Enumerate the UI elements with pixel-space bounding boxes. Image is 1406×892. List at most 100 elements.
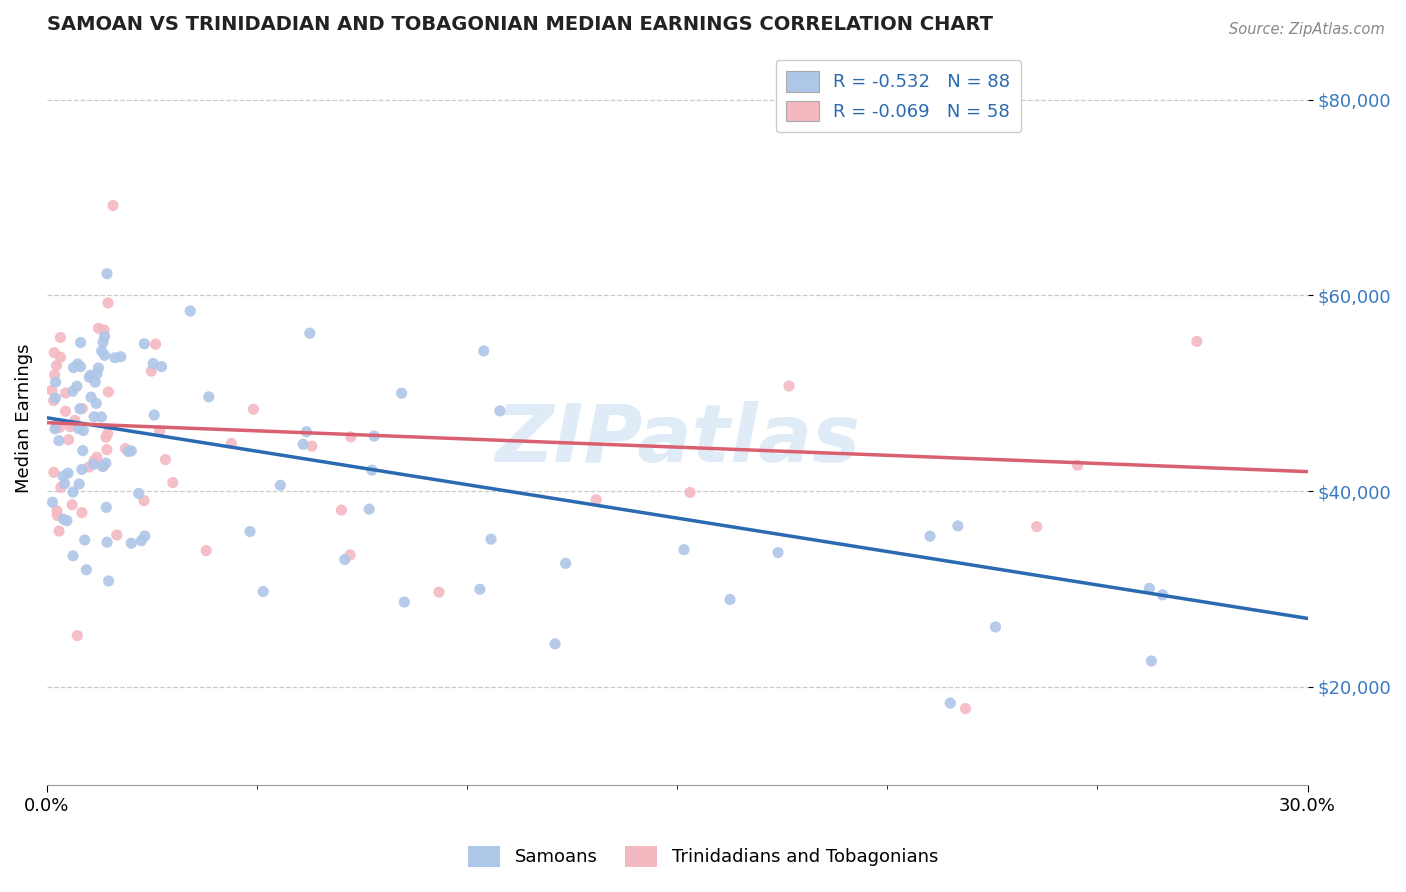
- Point: [66, 629, 89, 643]
- Point: [269, 478, 291, 492]
- Point: [69, 359, 91, 374]
- Point: [58, 433, 80, 447]
- Y-axis label: Median Earnings: Median Earnings: [15, 343, 32, 492]
- Point: [53, 476, 76, 491]
- Point: [45, 359, 67, 373]
- Point: [339, 548, 361, 562]
- Point: [150, 359, 173, 374]
- Point: [96, 267, 118, 281]
- Point: [67, 421, 90, 435]
- Point: [45, 418, 67, 433]
- Point: [70, 506, 93, 520]
- Point: [52, 469, 75, 483]
- Point: [330, 503, 353, 517]
- Point: [59, 419, 82, 434]
- Point: [359, 502, 381, 516]
- Point: [114, 442, 136, 456]
- Point: [1152, 588, 1174, 602]
- Point: [44, 345, 66, 359]
- Point: [83, 409, 105, 424]
- Point: [62, 549, 84, 563]
- Legend: R = -0.532   N = 88, R = -0.069   N = 58: R = -0.532 N = 88, R = -0.069 N = 58: [776, 60, 1021, 132]
- Point: [120, 536, 142, 550]
- Point: [252, 584, 274, 599]
- Point: [66, 357, 89, 371]
- Point: [333, 552, 356, 566]
- Point: [94, 456, 117, 470]
- Point: [72, 424, 94, 438]
- Point: [128, 486, 150, 500]
- Point: [62, 384, 84, 399]
- Point: [49, 480, 72, 494]
- Point: [105, 528, 128, 542]
- Point: [292, 437, 315, 451]
- Point: [946, 519, 969, 533]
- Point: [90, 409, 112, 424]
- Point: [120, 443, 142, 458]
- Point: [62, 360, 84, 375]
- Point: [86, 450, 108, 465]
- Point: [63, 413, 86, 427]
- Point: [104, 351, 127, 365]
- Point: [55, 386, 77, 401]
- Point: [134, 529, 156, 543]
- Point: [79, 370, 101, 384]
- Point: [472, 343, 495, 358]
- Point: [134, 336, 156, 351]
- Point: [117, 444, 139, 458]
- Point: [46, 508, 69, 523]
- Point: [87, 321, 110, 335]
- Point: [41, 495, 63, 509]
- Point: [49, 351, 72, 365]
- Point: [1137, 582, 1160, 596]
- Point: [49, 330, 72, 344]
- Point: [93, 323, 115, 337]
- Point: [69, 335, 91, 350]
- Point: [91, 335, 114, 350]
- Point: [1025, 519, 1047, 533]
- Point: [544, 637, 567, 651]
- Point: [83, 453, 105, 467]
- Point: [96, 500, 118, 515]
- Text: Source: ZipAtlas.com: Source: ZipAtlas.com: [1229, 22, 1385, 37]
- Point: [195, 543, 218, 558]
- Point: [97, 426, 120, 441]
- Point: [394, 595, 416, 609]
- Point: [84, 396, 107, 410]
- Point: [56, 466, 79, 480]
- Point: [1066, 458, 1088, 473]
- Point: [45, 504, 67, 518]
- Point: [97, 574, 120, 588]
- Point: [93, 329, 115, 343]
- Point: [155, 452, 177, 467]
- Point: [97, 296, 120, 310]
- Point: [363, 429, 385, 443]
- Point: [83, 457, 105, 471]
- Point: [162, 475, 184, 490]
- Point: [1140, 654, 1163, 668]
- Point: [718, 592, 741, 607]
- Point: [41, 384, 63, 398]
- Point: [56, 514, 79, 528]
- Point: [221, 436, 243, 450]
- Point: [70, 462, 93, 476]
- Point: [101, 198, 124, 212]
- Point: [66, 379, 89, 393]
- Point: [1185, 334, 1208, 349]
- Point: [918, 529, 941, 543]
- Point: [60, 498, 83, 512]
- Point: [97, 384, 120, 399]
- Point: [67, 477, 90, 491]
- Point: [391, 386, 413, 401]
- Point: [73, 533, 96, 547]
- Point: [479, 532, 502, 546]
- Point: [55, 404, 77, 418]
- Point: [468, 582, 491, 597]
- Point: [301, 439, 323, 453]
- Point: [80, 390, 103, 404]
- Point: [239, 524, 262, 539]
- Point: [766, 545, 789, 559]
- Point: [79, 368, 101, 383]
- Point: [339, 430, 361, 444]
- Point: [96, 442, 118, 457]
